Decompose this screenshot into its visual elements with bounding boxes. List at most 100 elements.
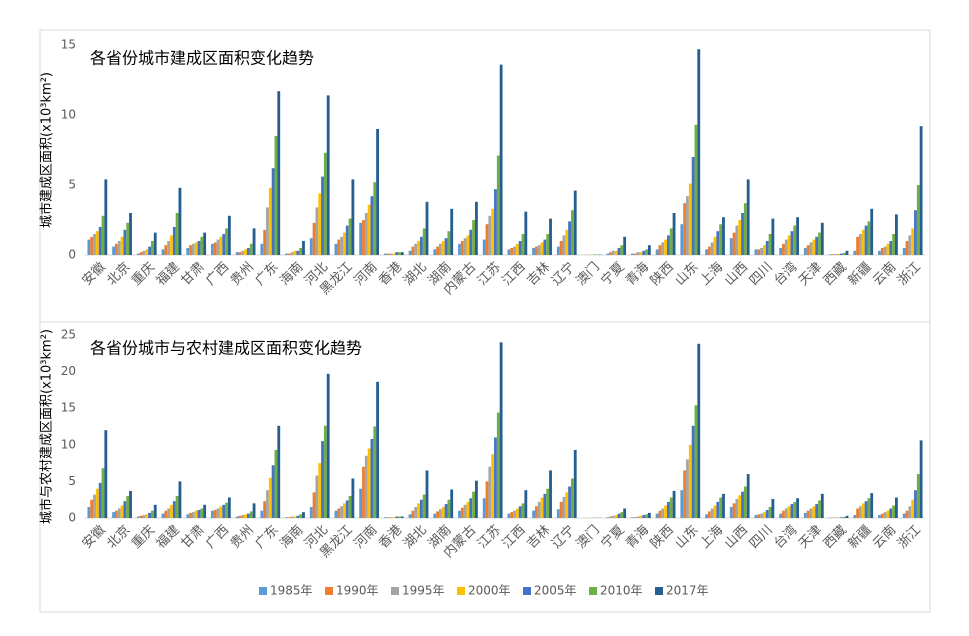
bar [115, 510, 118, 518]
bar [880, 248, 884, 255]
bar [809, 508, 813, 518]
bar [760, 513, 763, 518]
bar [513, 246, 516, 255]
bar [754, 515, 758, 518]
bar [293, 250, 297, 255]
bar [633, 517, 637, 518]
bar [710, 508, 714, 518]
bar [433, 249, 437, 255]
bar [812, 506, 816, 518]
bar [642, 515, 646, 518]
bar [524, 490, 528, 518]
bar [398, 516, 401, 518]
bar [878, 515, 881, 518]
bar [482, 498, 486, 518]
bar [754, 249, 758, 255]
bar [466, 501, 470, 518]
bar [153, 232, 157, 255]
legend-label: 2010年 [600, 584, 643, 598]
y-axis-title: 城市与农村建成区面积(x10³km²) [39, 329, 55, 524]
bar [908, 235, 912, 255]
bar [853, 515, 857, 518]
bar [916, 185, 920, 255]
bar [383, 517, 387, 518]
bar [485, 224, 489, 255]
bar [463, 504, 467, 518]
bar [741, 213, 744, 255]
bar [266, 490, 269, 518]
bar [90, 236, 94, 255]
bar [112, 512, 115, 518]
bar [658, 245, 662, 255]
bar [197, 241, 201, 255]
bar [117, 241, 121, 255]
bar [535, 506, 538, 518]
bar [914, 490, 917, 518]
bar [661, 242, 665, 255]
bar [472, 220, 475, 255]
bar [521, 503, 525, 518]
bar [683, 203, 687, 255]
bar [916, 474, 920, 518]
bar [573, 449, 577, 518]
bar [439, 243, 442, 255]
bar [318, 193, 322, 255]
bar [191, 512, 195, 518]
bar [98, 482, 102, 518]
bar [392, 517, 396, 518]
bar [633, 253, 637, 255]
legend-label: 2005年 [534, 584, 577, 598]
bar [216, 508, 220, 518]
bar [796, 217, 799, 255]
bar [389, 517, 393, 518]
bar [271, 168, 275, 255]
legend-label: 2000年 [468, 584, 511, 598]
bar [186, 248, 190, 255]
bar [645, 249, 648, 255]
legend-label: 1985年 [270, 584, 313, 598]
bar [867, 221, 871, 255]
bar [790, 231, 794, 255]
bar [623, 236, 627, 255]
bar [861, 503, 865, 518]
bar [856, 236, 859, 255]
bar [101, 215, 105, 255]
bar [139, 252, 143, 255]
bar [315, 207, 319, 255]
bar [488, 215, 492, 255]
bar [655, 249, 659, 255]
bar [864, 225, 868, 255]
bar [296, 515, 300, 518]
bar [779, 513, 783, 518]
bar [818, 500, 821, 518]
bar [309, 238, 313, 255]
bar [617, 513, 621, 518]
bar [664, 239, 667, 255]
bar [337, 508, 341, 518]
bar [524, 211, 528, 255]
bar [285, 517, 288, 518]
bar [771, 498, 775, 518]
bar [458, 510, 461, 518]
chart-title: 各省份城市建成区面积变化趋势 [90, 49, 314, 68]
bar [806, 245, 810, 255]
bar [373, 426, 377, 518]
bar [178, 481, 182, 518]
bar [697, 343, 701, 518]
bar [439, 509, 442, 518]
bar [707, 511, 711, 518]
bar [120, 505, 124, 518]
bar [647, 245, 651, 255]
bar [771, 218, 775, 255]
bar [244, 514, 247, 518]
bar [266, 207, 269, 255]
bar [123, 501, 127, 518]
bar [631, 517, 634, 518]
bar [343, 232, 346, 255]
bar [444, 238, 448, 255]
bar [707, 246, 711, 255]
bar [820, 493, 824, 518]
bar [895, 214, 898, 255]
bar [617, 248, 621, 255]
